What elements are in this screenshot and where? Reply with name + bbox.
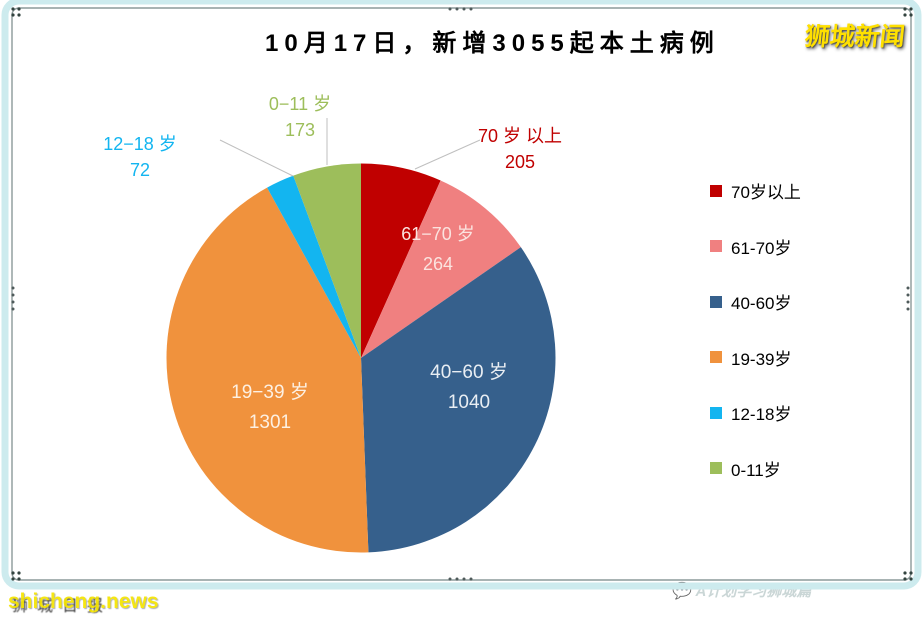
svg-text:173: 173 (285, 120, 315, 140)
svg-text:12−18 岁: 12−18 岁 (103, 134, 177, 154)
svg-text:205: 205 (505, 152, 535, 172)
svg-text:0−11 岁: 0−11 岁 (269, 94, 331, 114)
svg-text:1040: 1040 (448, 392, 490, 413)
svg-text:72: 72 (130, 160, 150, 180)
svg-text:264: 264 (423, 254, 453, 274)
svg-text:70 岁 以上: 70 岁 以上 (478, 126, 562, 146)
svg-text:19−39 岁: 19−39 岁 (231, 381, 309, 403)
svg-text:40−60 岁: 40−60 岁 (430, 361, 508, 383)
svg-text:61−70 岁: 61−70 岁 (401, 224, 475, 244)
svg-text:1301: 1301 (249, 412, 291, 433)
